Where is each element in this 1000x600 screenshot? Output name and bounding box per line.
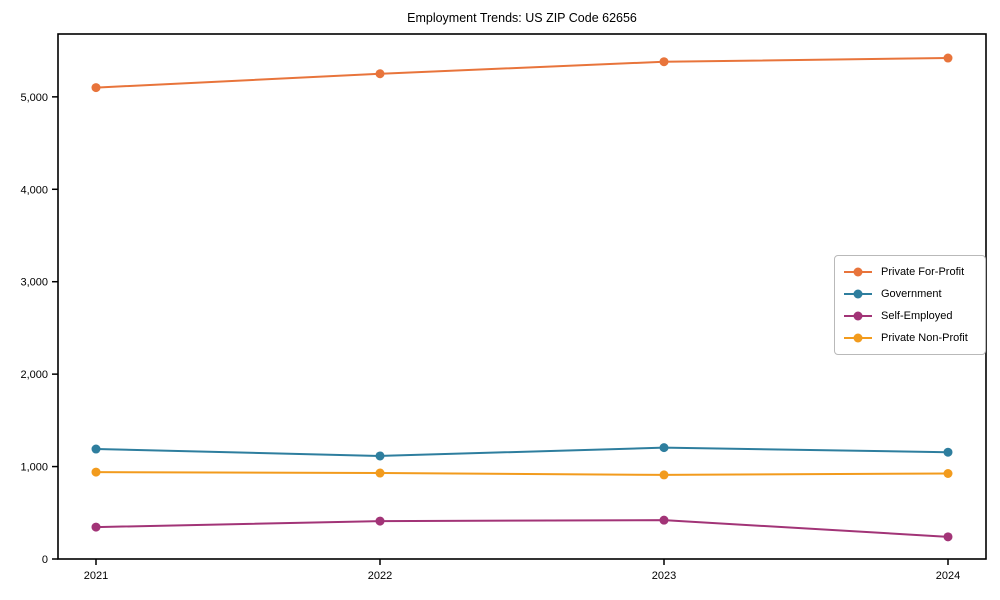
data-point[interactable] (943, 532, 953, 542)
legend-marker-line-icon (844, 267, 872, 277)
y-tick-label: 2,000 (20, 369, 48, 381)
legend-item[interactable]: Private Non-Profit (843, 327, 977, 349)
legend-label: Self-Employed (881, 310, 953, 322)
legend-label: Government (881, 288, 942, 300)
data-point[interactable] (91, 83, 101, 93)
series-line-private-for-profit (95, 57, 949, 89)
data-point[interactable] (659, 470, 669, 480)
data-point[interactable] (375, 516, 385, 526)
legend-marker-line-icon (844, 333, 872, 343)
legend-label: Private Non-Profit (881, 332, 968, 344)
legend-item[interactable]: Self-Employed (843, 305, 977, 327)
data-point[interactable] (659, 515, 669, 525)
y-tick-label: 0 (42, 554, 48, 566)
data-point[interactable] (375, 451, 385, 461)
y-tick-label: 5,000 (20, 92, 48, 104)
x-tick-label: 2024 (936, 570, 960, 582)
data-point[interactable] (659, 57, 669, 67)
x-tick-label: 2021 (84, 570, 108, 582)
series-line-private-non-profit (95, 471, 949, 476)
legend-label: Private For-Profit (881, 266, 965, 278)
data-point[interactable] (91, 522, 101, 532)
legend-item[interactable]: Private For-Profit (843, 261, 977, 283)
data-point[interactable] (659, 443, 669, 453)
y-tick-label: 4,000 (20, 184, 48, 196)
data-point[interactable] (91, 444, 101, 454)
data-point[interactable] (943, 447, 953, 457)
y-tick-label: 3,000 (20, 277, 48, 289)
chart-title: Employment Trends: US ZIP Code 62656 (407, 11, 637, 25)
series-line-self-employed (95, 519, 949, 538)
series-line-government (95, 446, 949, 457)
data-point[interactable] (91, 467, 101, 477)
data-point[interactable] (375, 69, 385, 79)
y-tick-label: 1,000 (20, 462, 48, 474)
data-point[interactable] (375, 468, 385, 478)
legend: Private For-Profit Government Self-Employe… (834, 255, 986, 355)
legend-item[interactable]: Government (843, 283, 977, 305)
data-point[interactable] (943, 469, 953, 479)
legend-marker-line-icon (844, 289, 872, 299)
x-tick-label: 2022 (368, 570, 392, 582)
x-tick-label: 2023 (652, 570, 676, 582)
legend-marker-line-icon (844, 311, 872, 321)
axes-frame (57, 33, 987, 560)
data-point[interactable] (943, 53, 953, 63)
